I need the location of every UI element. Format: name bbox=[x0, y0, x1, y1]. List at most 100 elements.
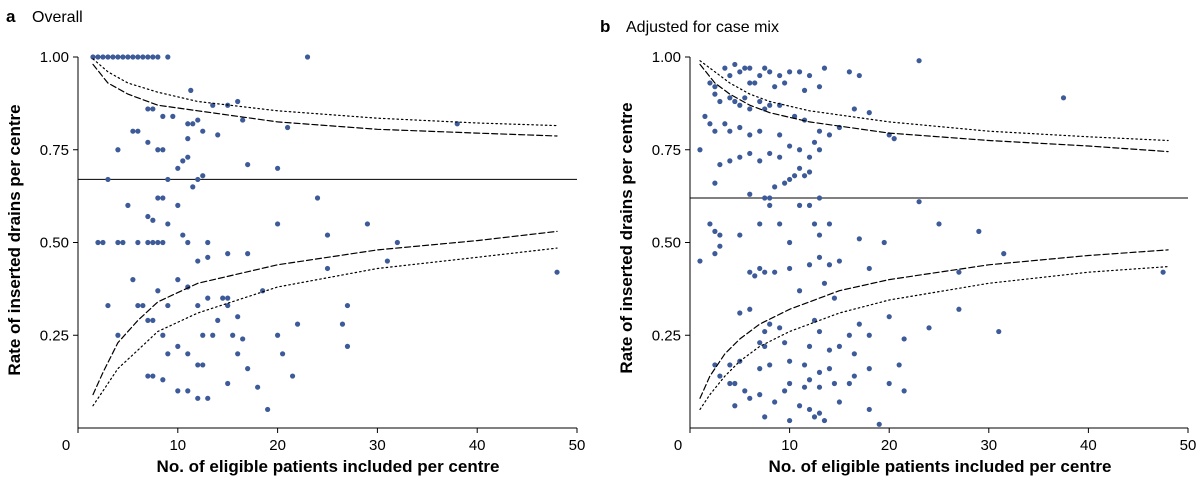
panel-b-data-point bbox=[787, 239, 793, 246]
panel-a-data-point bbox=[185, 239, 191, 246]
panel-b-x-axis-label: No. of eligible patients included per ce… bbox=[769, 457, 1112, 476]
panel-b-data-point bbox=[737, 232, 743, 238]
panel-a-data-point bbox=[185, 136, 191, 142]
panel-b-data-point bbox=[801, 173, 808, 179]
panel-a-data-point bbox=[364, 221, 371, 227]
panel-b-data-point bbox=[767, 69, 773, 75]
panel-b-letter: b bbox=[600, 17, 610, 36]
panel-a-data-point bbox=[314, 195, 321, 201]
panel-b-data-point bbox=[772, 399, 778, 405]
panel-a-data-point bbox=[150, 373, 156, 379]
panel-a-data-point bbox=[304, 54, 311, 60]
panel-b-inner-limit-upper bbox=[699, 63, 1169, 153]
panel-a-data-point bbox=[205, 295, 211, 301]
panel-b-plot-area: 0 10 20 30 40 50 0.25 0.50 0.75 1.00 bbox=[652, 49, 1197, 454]
panel-b-data-point bbox=[747, 306, 753, 312]
panel-a-outer-limit-lower bbox=[92, 247, 558, 407]
panel-a-data-point bbox=[180, 158, 186, 164]
panel-b-data-point bbox=[707, 121, 713, 127]
panel-a-y-axis-label: Rate of inserted drains per centre bbox=[5, 104, 24, 375]
panel-b-data-point bbox=[816, 410, 823, 416]
panel-a-data-point bbox=[145, 317, 151, 324]
panel-a-data-point bbox=[130, 128, 136, 134]
panel-a-data-point bbox=[115, 239, 121, 246]
panel-b-data-point bbox=[787, 380, 793, 387]
panel-a-data-point bbox=[200, 332, 206, 338]
panel-b-data-point bbox=[936, 221, 942, 227]
panel-b-data-point bbox=[796, 202, 803, 208]
panel-a-data-point bbox=[195, 302, 201, 309]
panel-a-data-point bbox=[200, 362, 206, 368]
panel-b-x-tick-label: 10 bbox=[781, 437, 798, 454]
panel-b-data-point bbox=[782, 340, 788, 346]
panel-b: b Adjusted for case mix No. of eligible … bbox=[600, 17, 1196, 476]
panel-b-data-point bbox=[727, 128, 733, 134]
panel-b-data-point bbox=[956, 306, 962, 312]
panel-b-data-point bbox=[727, 380, 733, 387]
panel-a-data-point bbox=[165, 302, 171, 309]
panel-a-data-point bbox=[155, 239, 161, 246]
panel-b-data-point bbox=[707, 221, 713, 227]
panel-b-title: Adjusted for case mix bbox=[626, 19, 779, 36]
panel-b-y-tick-label: 0.25 bbox=[652, 327, 681, 344]
panel-a-data-point bbox=[150, 106, 156, 112]
panel-a-data-point bbox=[160, 113, 166, 119]
panel-b-data-point bbox=[787, 143, 793, 149]
panel-b-data-point bbox=[752, 273, 758, 279]
panel-a-data-point bbox=[215, 132, 221, 138]
panel-b-data-point bbox=[757, 128, 763, 134]
panel-b-inner-limit-lower bbox=[699, 249, 1169, 399]
panel-a-x-axis-label: No. of eligible patients included per ce… bbox=[157, 457, 500, 476]
panel-b-data-point bbox=[757, 392, 763, 398]
panel-a-data-point bbox=[275, 221, 281, 227]
panel-b-data-point bbox=[816, 254, 823, 260]
panel-a-data-point bbox=[150, 317, 156, 324]
panel-a-x-tick-label: 10 bbox=[169, 437, 186, 454]
panel-b-data-point bbox=[811, 317, 818, 324]
panel-b-data-point bbox=[856, 72, 862, 79]
panel-a-y-tick-label: 0.75 bbox=[40, 142, 69, 159]
panel-b-x-tick-label: 20 bbox=[881, 437, 898, 454]
panel-a-x-tick-label: 40 bbox=[469, 437, 486, 454]
panel-b-data-point bbox=[747, 395, 753, 401]
panel-b-data-point bbox=[816, 195, 823, 201]
panel-b-data-point bbox=[757, 340, 763, 346]
panel-b-data-point bbox=[796, 147, 803, 153]
panel-b-data-point bbox=[866, 265, 872, 272]
panel-b-data-point bbox=[896, 362, 902, 368]
panel-b-data-point bbox=[727, 362, 733, 368]
panel-a-data-point bbox=[225, 295, 231, 301]
panel-b-data-point bbox=[806, 169, 813, 175]
panel-b-x-tick-label: 0 bbox=[674, 437, 682, 454]
panel-a-data-point bbox=[150, 217, 156, 223]
panel-a-data-point bbox=[165, 54, 171, 60]
panel-b-data-point bbox=[737, 69, 743, 75]
panel-a-data-point bbox=[294, 321, 301, 327]
panel-b-data-point bbox=[846, 69, 852, 75]
panel-a-data-point bbox=[235, 98, 241, 105]
panel-a-data-point bbox=[554, 269, 560, 275]
panel-b-data-point bbox=[836, 343, 843, 349]
panel-b-data-point bbox=[767, 195, 773, 201]
panel-b-data-point bbox=[821, 65, 828, 71]
panel-b-data-point bbox=[851, 373, 857, 379]
panel-b-data-point bbox=[976, 228, 982, 234]
panel-b-data-point bbox=[757, 221, 763, 227]
panel-a-title: Overall bbox=[32, 9, 83, 26]
panel-a-data-point bbox=[175, 343, 181, 349]
panel-a-y-tick-label: 0.25 bbox=[40, 327, 69, 344]
panel-a-data-point bbox=[225, 380, 231, 387]
panel-a-data-point bbox=[145, 54, 151, 60]
panel-b-data-point bbox=[816, 232, 823, 238]
panel-b-data-point bbox=[901, 388, 907, 394]
panel-b-data-point bbox=[846, 332, 852, 338]
panel-b-data-point bbox=[712, 84, 718, 90]
panel-a-data-point bbox=[125, 54, 131, 60]
panel-b-data-point bbox=[811, 221, 818, 227]
panel-a-data-point bbox=[115, 147, 121, 153]
panel-a-data-point bbox=[160, 195, 166, 201]
panel-a-data-point bbox=[145, 373, 151, 379]
panel-b-data-point bbox=[717, 98, 723, 105]
panel-b-data-point bbox=[782, 388, 788, 394]
panel-b-data-point bbox=[702, 113, 708, 119]
